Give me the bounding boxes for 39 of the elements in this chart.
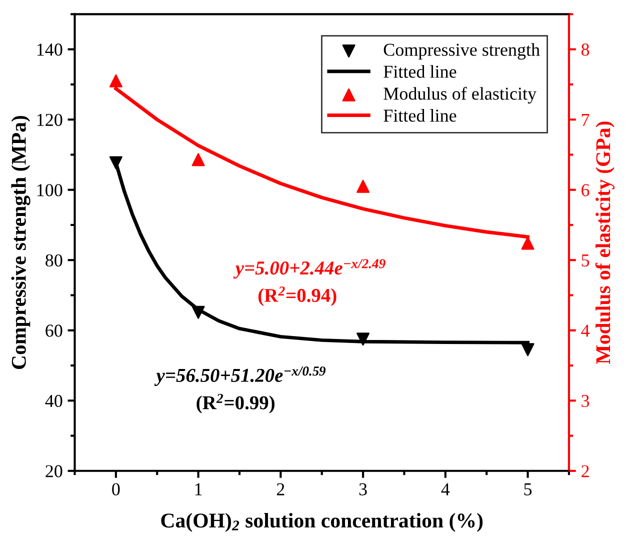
y2-tick-label: 4	[581, 324, 590, 337]
y-tick-label: 40	[45, 394, 62, 408]
point	[356, 332, 370, 346]
point	[521, 343, 534, 356]
legend-label: Fitted line	[384, 65, 456, 78]
x-tick-label: 4	[441, 483, 450, 496]
y-tick-label: 80	[46, 254, 62, 267]
point	[109, 156, 122, 170]
legend-label: Fitted line	[384, 109, 456, 122]
point	[192, 153, 205, 166]
x-tick-label: 5	[524, 483, 532, 496]
y-tick-label: 120	[37, 114, 62, 126]
annotation: (R$^{2}$=0.94)	[258, 286, 336, 306]
point	[356, 180, 370, 193]
y2-tick-label: 2	[582, 465, 589, 478]
annotation: y=5.00+2.44e$^{−x/2.49}$	[233, 259, 386, 279]
y-tick-label: 20	[46, 465, 62, 478]
x-tick-label: 2	[276, 483, 284, 496]
point	[109, 74, 122, 88]
y-tick-label: 60	[46, 324, 62, 337]
annotation: y=56.50+51.20e$^{−x/0.59}$	[154, 366, 326, 386]
y2-tick-label: 7	[582, 114, 590, 126]
y2-tick-label: 3	[582, 394, 590, 408]
x-tick-label: 3	[359, 483, 367, 496]
annotation: (R$^{2}$=0.99)	[196, 394, 274, 414]
x-tick-label: 1	[195, 483, 202, 496]
point	[192, 306, 205, 319]
legend-label: Compressive strength	[384, 43, 540, 60]
x-axis-title: Ca(OH)$_{2}$ solution concentration (%)	[161, 512, 483, 532]
y2-axis-title: Modulus of elasticity (GPa)	[595, 122, 615, 364]
legend-label: Modulus of elasticity	[384, 86, 536, 104]
y2-tick-label: 8	[581, 44, 590, 56]
y2-tick-label: 5	[582, 254, 590, 267]
point	[521, 236, 534, 250]
y-axis-title: Compressive strength (MPa)	[11, 116, 30, 370]
x-tick-label: 0	[112, 483, 120, 496]
y-tick-label: 140	[37, 44, 62, 56]
y2-tick-label: 6	[582, 184, 590, 196]
y-tick-label: 100	[37, 184, 62, 196]
